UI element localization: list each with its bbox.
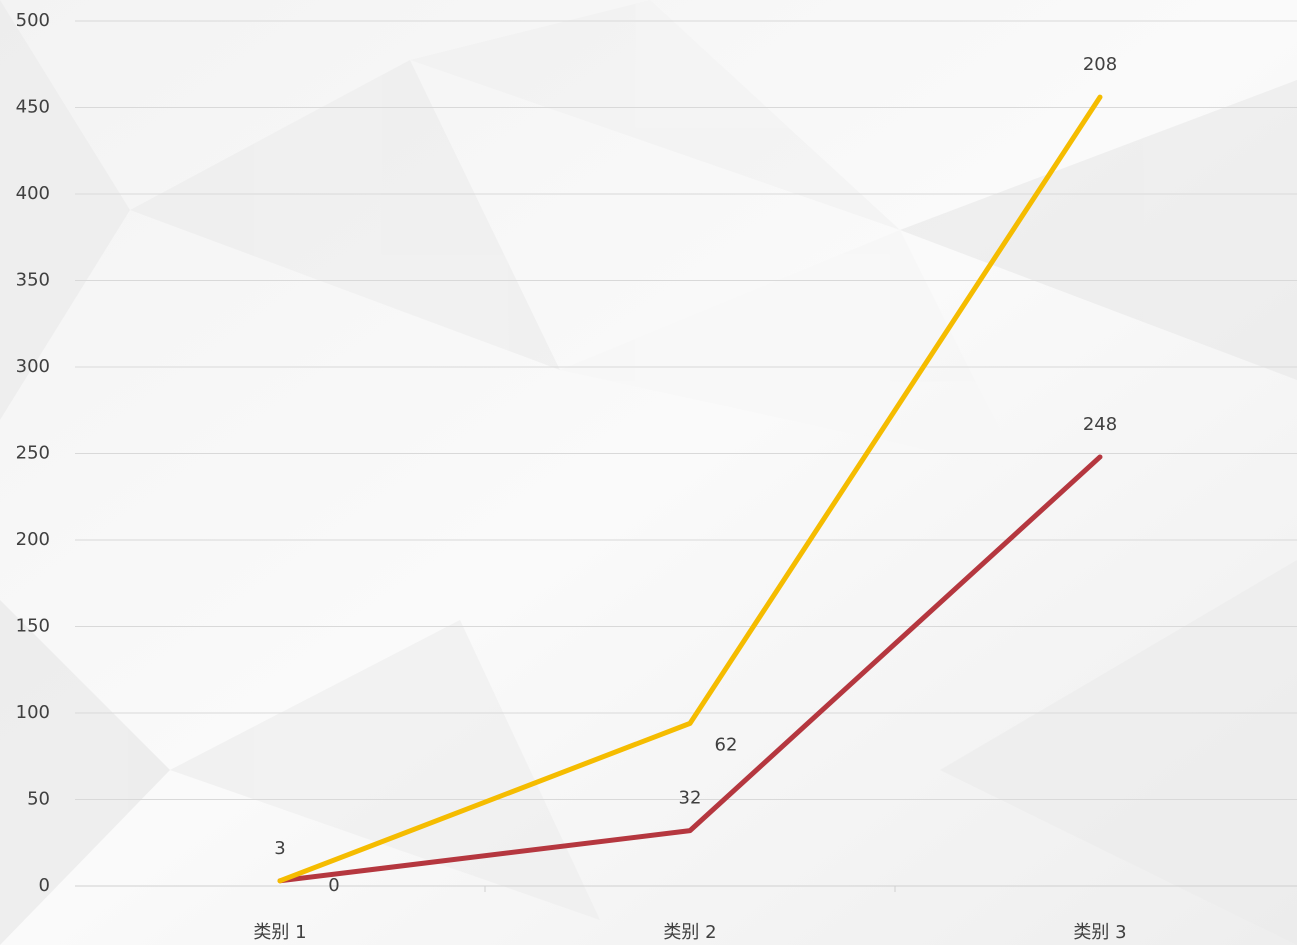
x-tick-label: 类别 2 [663,922,716,943]
x-tick-label: 类别 1 [253,922,306,943]
data-label: 0 [328,875,339,896]
y-tick-label: 450 [16,97,50,118]
series-line [277,454,1103,884]
y-tick-label: 300 [16,356,50,377]
x-tick-label: 类别 3 [1073,922,1126,943]
y-tick-label: 500 [16,10,50,31]
y-tick-label: 200 [16,529,50,550]
y-tick-label: 100 [16,702,50,723]
y-tick-label: 0 [39,875,50,896]
data-label: 248 [1083,414,1117,435]
y-tick-label: 350 [16,270,50,291]
series-line [277,94,1103,884]
data-label: 3 [274,838,285,859]
y-tick-label: 150 [16,616,50,637]
y-tick-label: 50 [27,789,50,810]
y-tick-label: 400 [16,183,50,204]
data-label: 32 [679,788,702,809]
y-tick-label: 250 [16,443,50,464]
data-label: 208 [1083,54,1117,75]
data-label: 62 [715,734,738,755]
